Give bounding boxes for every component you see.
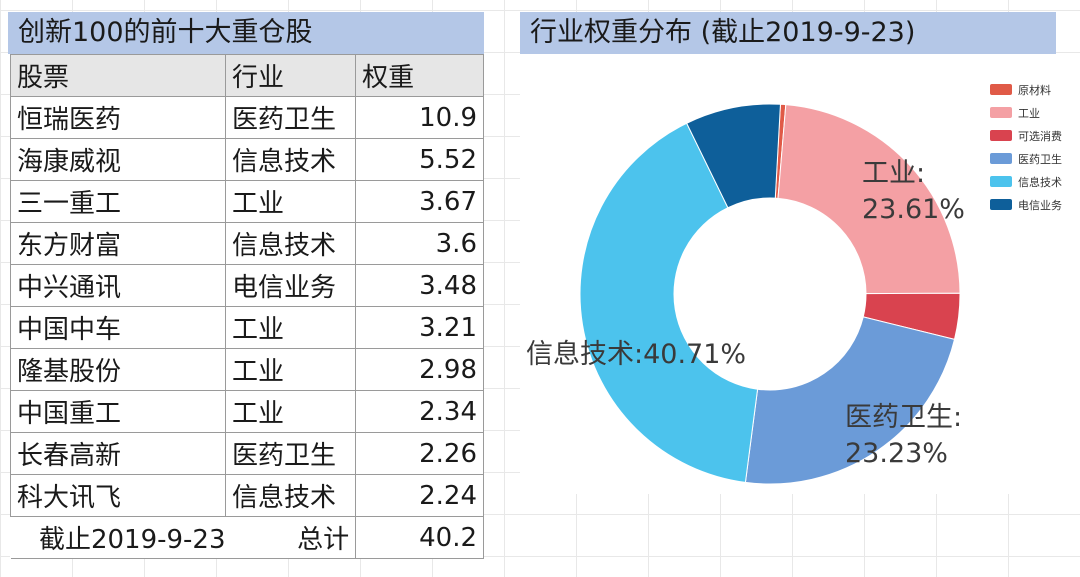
cell-industry[interactable]: 医药卫生 (224, 96, 357, 139)
cell-weight[interactable]: 5.52 (355, 138, 484, 181)
cell-weight[interactable]: 3.67 (355, 180, 484, 223)
cell-weight[interactable]: 3.48 (355, 264, 484, 307)
legend-swatch (990, 176, 1012, 187)
cell-stock[interactable]: 中国重工 (10, 390, 226, 433)
holdings-table: 股票 行业 权重 恒瑞医药 医药卫生 10.9 海康威视 信息技术 5.52 三一重工 工业 3… (10, 54, 484, 559)
donut-chart-svg: 工业: 23.61% 医药卫生: 23.23% 信息技术:40.71% (526, 103, 965, 485)
cell-stock[interactable]: 隆基股份 (10, 348, 226, 391)
legend-item[interactable]: 医药卫生 (990, 147, 1080, 170)
cell-weight[interactable]: 3.6 (355, 222, 484, 265)
cell-stock[interactable]: 东方财富 (10, 222, 226, 265)
cell-industry[interactable]: 工业 (224, 306, 357, 349)
table-row: 中国重工 工业 2.34 (10, 390, 484, 433)
legend-swatch (990, 107, 1012, 118)
legend-item[interactable]: 工业 (990, 101, 1080, 124)
cell-weight[interactable]: 10.9 (355, 96, 484, 139)
cell-weight[interactable]: 2.24 (355, 474, 484, 517)
cell-industry[interactable]: 医药卫生 (224, 432, 357, 475)
legend-label: 医药卫生 (1018, 152, 1062, 166)
cell-weight[interactable]: 2.98 (355, 348, 484, 391)
total-row: 截止2019-9-23 总计 40.2 (10, 516, 484, 559)
header-industry[interactable]: 行业 (224, 54, 357, 97)
legend-swatch (990, 199, 1012, 210)
legend-label: 工业 (1018, 106, 1040, 120)
legend-swatch (990, 84, 1012, 95)
cell-industry[interactable]: 工业 (224, 390, 357, 433)
table-header-row: 股票 行业 权重 (10, 54, 484, 97)
donut-slice[interactable] (777, 104, 961, 295)
legend-item[interactable]: 电信业务 (990, 193, 1080, 216)
footer-date[interactable]: 截止2019-9-23 (10, 516, 226, 559)
table-row: 三一重工 工业 3.67 (10, 180, 484, 223)
table-title: 创新100的前十大重仓股 (8, 12, 484, 54)
cell-stock[interactable]: 三一重工 (10, 180, 226, 223)
cell-industry[interactable]: 工业 (224, 180, 357, 223)
cell-stock[interactable]: 海康威视 (10, 138, 226, 181)
table-body: 恒瑞医药 医药卫生 10.9 海康威视 信息技术 5.52 三一重工 工业 3.67 东方财富 信息… (10, 96, 484, 517)
slice-data-label: 医药卫生: 23.23% (845, 402, 962, 469)
cell-stock[interactable]: 恒瑞医药 (10, 96, 226, 139)
donut-slice[interactable] (579, 122, 759, 483)
header-weight[interactable]: 权重 (355, 54, 484, 97)
legend-label: 原材料 (1018, 83, 1051, 97)
legend-item[interactable]: 原材料 (990, 78, 1080, 101)
cell-stock[interactable]: 长春高新 (10, 432, 226, 475)
cell-industry[interactable]: 工业 (224, 348, 357, 391)
legend-label: 电信业务 (1018, 198, 1062, 212)
cell-industry[interactable]: 信息技术 (224, 138, 357, 181)
footer-total-label[interactable]: 总计 (225, 516, 356, 559)
chart-legend: 原材料工业可选消费医药卫生信息技术电信业务 (990, 78, 1080, 216)
legend-item[interactable]: 可选消费 (990, 124, 1080, 147)
table-row: 隆基股份 工业 2.98 (10, 348, 484, 391)
legend-item[interactable]: 信息技术 (990, 170, 1080, 193)
table-row: 中兴通讯 电信业务 3.48 (10, 264, 484, 307)
table-row: 中国中车 工业 3.21 (10, 306, 484, 349)
cell-industry[interactable]: 电信业务 (224, 264, 357, 307)
chart-title: 行业权重分布 (截止2019-9-23) (520, 12, 1056, 54)
legend-label: 信息技术 (1018, 175, 1062, 189)
cell-stock[interactable]: 中兴通讯 (10, 264, 226, 307)
slice-data-label: 信息技术:40.71% (526, 339, 746, 370)
table-row: 恒瑞医药 医药卫生 10.9 (10, 96, 484, 139)
legend-swatch (990, 153, 1012, 164)
cell-stock[interactable]: 科大讯飞 (10, 474, 226, 517)
table-row: 长春高新 医药卫生 2.26 (10, 432, 484, 475)
donut-slice[interactable] (686, 103, 781, 209)
cell-industry[interactable]: 信息技术 (224, 474, 357, 517)
donut-slice[interactable] (744, 316, 956, 485)
legend-swatch (990, 130, 1012, 141)
cell-weight[interactable]: 2.34 (355, 390, 484, 433)
cell-stock[interactable]: 中国中车 (10, 306, 226, 349)
slice-data-label: 工业: 23.61% (862, 158, 965, 225)
table-row: 东方财富 信息技术 3.6 (10, 222, 484, 265)
cell-weight[interactable]: 3.21 (355, 306, 484, 349)
cell-weight[interactable]: 2.26 (355, 432, 484, 475)
table-row: 海康威视 信息技术 5.52 (10, 138, 484, 181)
donut-chart[interactable]: 工业: 23.61% 医药卫生: 23.23% 信息技术:40.71% 原材料工业可选消… (520, 54, 1080, 494)
footer-total-value[interactable]: 40.2 (355, 516, 484, 559)
header-stock[interactable]: 股票 (10, 54, 226, 97)
cell-industry[interactable]: 信息技术 (224, 222, 357, 265)
table-row: 科大讯飞 信息技术 2.24 (10, 474, 484, 517)
legend-label: 可选消费 (1018, 129, 1062, 143)
